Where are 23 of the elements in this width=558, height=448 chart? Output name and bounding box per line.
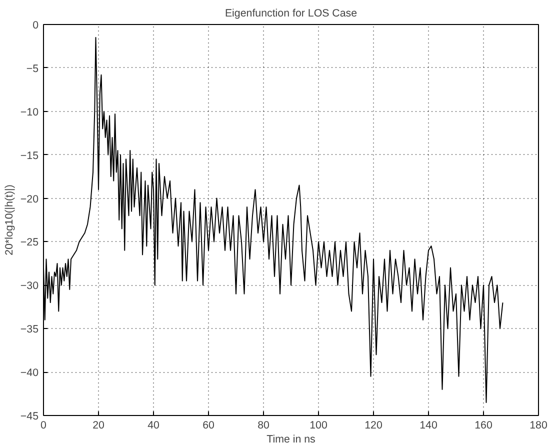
y-tick-label: −25 (20, 236, 39, 249)
x-tick-label: 140 (420, 420, 438, 432)
x-tick-label: 60 (202, 420, 214, 432)
x-tick-label: 100 (310, 420, 328, 432)
x-tick-label: 160 (474, 420, 492, 432)
x-tick-label: 20 (92, 420, 104, 432)
y-tick-label: −10 (20, 106, 39, 118)
y-tick-label: −5 (26, 62, 39, 75)
x-tick-label: 0 (40, 420, 47, 432)
y-axis-title: 20*log10(|h(t)|) (3, 184, 16, 256)
y-tick-label: −45 (20, 410, 39, 422)
y-tick-label: −40 (20, 367, 39, 380)
x-tick-label: 80 (258, 420, 270, 432)
y-tick-label: −20 (20, 193, 39, 206)
x-tick-label: 180 (530, 420, 548, 432)
x-tick-label: 120 (364, 420, 382, 432)
y-tick-label: 0 (32, 20, 39, 32)
chart-title: Eigenfunction for LOS Case (224, 8, 358, 20)
y-tick-label: −15 (20, 150, 39, 162)
x-tick-label: 40 (148, 420, 160, 432)
y-tick-label: −35 (20, 324, 39, 336)
x-axis-title: Time in ns (266, 434, 316, 446)
y-tick-label: −30 (20, 280, 39, 292)
